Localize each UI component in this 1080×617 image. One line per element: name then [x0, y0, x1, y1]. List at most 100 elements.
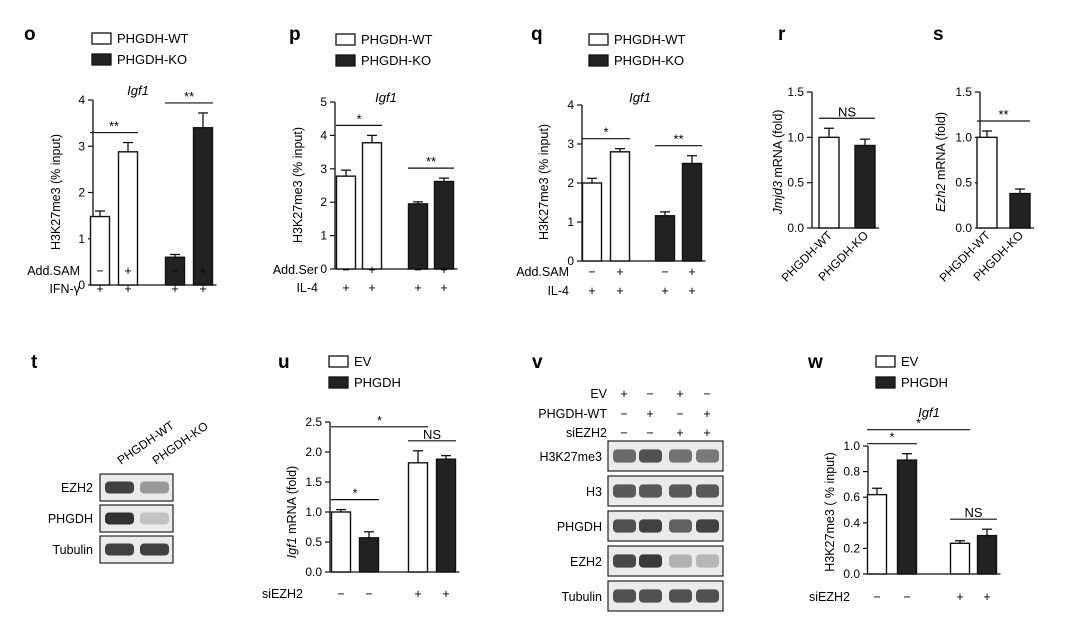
- condition-mark-q: +: [616, 284, 623, 298]
- condition-mark-v: −: [620, 426, 627, 440]
- y-tick-label-r: 1.5: [787, 85, 804, 99]
- y-tick-label-w: 0.4: [843, 516, 860, 530]
- condition-mark-o: +: [124, 264, 131, 278]
- condition-mark-v: −: [646, 387, 653, 401]
- legend-label-o: PHGDH-KO: [117, 52, 187, 67]
- panel-label-u: u: [278, 352, 290, 373]
- y-tick-label-o: 2: [78, 186, 85, 200]
- panel-label-p: p: [289, 24, 301, 45]
- blot-label-v: PHGDH: [557, 520, 602, 534]
- condition-mark-v: −: [620, 407, 627, 421]
- condition-mark-q: +: [688, 284, 695, 298]
- sig-label-q: **: [673, 132, 683, 147]
- condition-mark-q: +: [661, 284, 668, 298]
- y-tick-label-q: 4: [567, 98, 574, 112]
- legend-swatch-u: [328, 355, 349, 368]
- y-tick-label-u: 0.0: [305, 565, 322, 579]
- condition-mark-o: +: [96, 282, 103, 296]
- condition-name-o: IFN-γ: [49, 282, 80, 296]
- bar-q-1: [609, 151, 631, 262]
- gene-title-q: Igf1: [629, 90, 651, 105]
- y-tick-label-p: 3: [320, 162, 327, 176]
- y-axis-label-r: Jmjd3 mRNA (fold): [771, 110, 785, 216]
- condition-mark-v: +: [676, 387, 683, 401]
- panel-label-s: s: [933, 24, 944, 45]
- y-tick-label-w: 0.2: [843, 541, 860, 555]
- y-tick-label-q: 3: [567, 137, 574, 151]
- y-tick-label-w: 1.0: [843, 439, 860, 453]
- blot-band-v: [613, 484, 636, 498]
- gene-title-o: Igf1: [127, 83, 149, 98]
- condition-mark-w: +: [983, 590, 990, 604]
- condition-mark-p: +: [368, 281, 375, 295]
- sig-label-s: **: [998, 107, 1008, 122]
- blot-band-v: [696, 589, 719, 603]
- condition-mark-u: −: [337, 587, 344, 601]
- condition-mark-v: −: [676, 407, 683, 421]
- y-tick-label-w: 0.6: [843, 490, 860, 504]
- condition-mark-o: +: [171, 282, 178, 296]
- condition-mark-w: +: [956, 590, 963, 604]
- condition-mark-v: −: [703, 387, 710, 401]
- blot-band-v: [639, 554, 662, 568]
- y-tick-label-o: 1: [78, 232, 85, 246]
- y-tick-label-w: 0.8: [843, 465, 860, 479]
- bar-p-0: [335, 175, 357, 270]
- condition-mark-v: +: [703, 407, 710, 421]
- blot-band-v: [639, 589, 662, 603]
- condition-name-v: EV: [590, 387, 607, 401]
- condition-mark-q: −: [588, 265, 595, 279]
- condition-mark-p: −: [414, 263, 421, 277]
- sig-label-o: **: [184, 89, 194, 104]
- sig-label-u: NS: [423, 427, 441, 442]
- blot-band-t: [140, 481, 169, 494]
- legend-swatch-q: [588, 33, 609, 46]
- blot-band-v: [613, 589, 636, 603]
- blot-band-t: [105, 481, 134, 494]
- blot-band-v: [696, 554, 719, 568]
- y-axis-label-s: Ezh2 mRNA (fold): [934, 112, 948, 212]
- y-tick-label-s: 1.0: [955, 130, 972, 144]
- y-axis-label-u: Igf1 mRNA (fold): [285, 466, 299, 558]
- y-axis-label-w: H3K27me3 ( % input): [823, 452, 837, 572]
- condition-mark-p: −: [342, 263, 349, 277]
- y-tick-label-u: 1.0: [305, 505, 322, 519]
- bar-w-0: [866, 493, 888, 575]
- condition-mark-q: +: [616, 265, 623, 279]
- y-tick-label-r: 1.0: [787, 130, 804, 144]
- bar-w-1: [896, 459, 918, 575]
- blot-label-v: H3K27me3: [539, 450, 602, 464]
- bar-u-0: [330, 511, 352, 573]
- legend-swatch-o: [91, 32, 112, 45]
- blot-band-v: [669, 554, 692, 568]
- blot-band-v: [639, 519, 662, 533]
- blot-band-v: [669, 484, 692, 498]
- bar-r-1: [854, 144, 876, 229]
- legend-label-w: PHGDH: [901, 375, 948, 390]
- y-tick-label-u: 1.5: [305, 475, 322, 489]
- y-tick-label-s: 0.5: [955, 176, 972, 190]
- bar-u-2: [407, 462, 429, 573]
- condition-name-q: IL-4: [547, 284, 569, 298]
- y-tick-label-o: 4: [78, 93, 85, 107]
- condition-mark-u: −: [365, 587, 372, 601]
- blot-band-v: [613, 554, 636, 568]
- condition-name-p: Add.Ser: [273, 263, 318, 277]
- condition-mark-o: +: [124, 282, 131, 296]
- y-tick-label-q: 2: [567, 176, 574, 190]
- legend-label-q: PHGDH-WT: [614, 32, 686, 47]
- condition-name-p: IL-4: [296, 281, 318, 295]
- panel-label-v: v: [532, 352, 543, 373]
- bar-w-3: [976, 534, 998, 575]
- condition-mark-q: +: [688, 265, 695, 279]
- sig-label-u: *: [377, 413, 382, 428]
- panel-label-r: r: [778, 24, 786, 45]
- bar-p-3: [433, 180, 455, 270]
- blot-label-t: EZH2: [61, 481, 93, 495]
- bar-p-2: [407, 203, 429, 270]
- blot-band-t: [140, 512, 169, 525]
- condition-mark-u: +: [414, 587, 421, 601]
- condition-mark-p: +: [368, 263, 375, 277]
- sig-label-w: *: [916, 416, 921, 431]
